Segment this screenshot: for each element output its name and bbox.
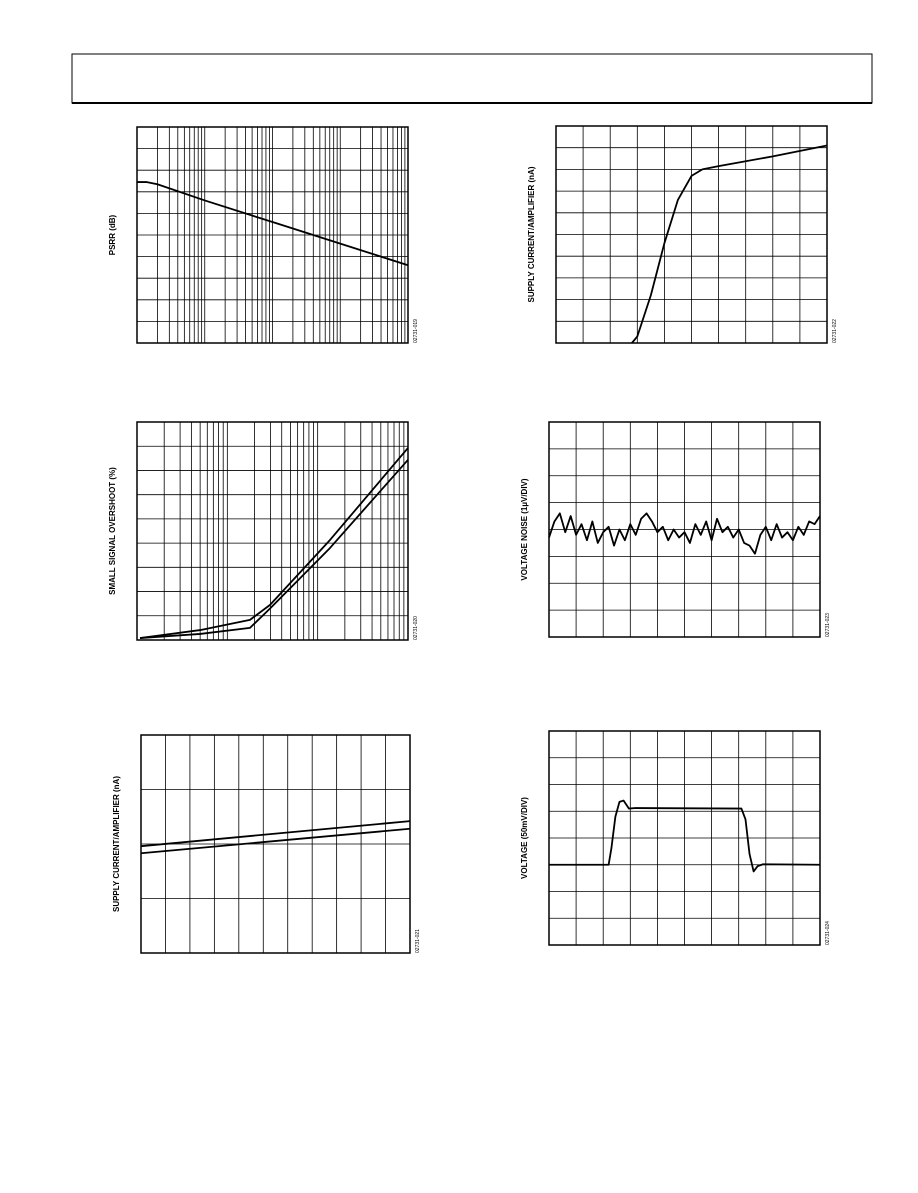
y-axis-label: SUPPLY CURRENT/AMPLIFIER (nA)	[112, 776, 121, 912]
plot-frame	[555, 125, 828, 344]
data-line	[137, 181, 409, 267]
plot-frame	[548, 730, 821, 946]
data-line	[549, 799, 821, 873]
figure-id: 02731-023	[825, 613, 831, 637]
figure-id: 02731-024	[825, 921, 831, 945]
plot-frame	[136, 421, 409, 641]
data-line	[140, 820, 411, 848]
y-axis-label: PSRR (dB)	[108, 214, 117, 255]
figure-id: 02731-021	[415, 929, 421, 953]
data-line	[140, 827, 411, 855]
plot-frame	[548, 421, 821, 638]
y-axis-label: SMALL SIGNAL OVERSHOOT (%)	[108, 467, 117, 595]
plot-frame	[136, 126, 409, 344]
data-line	[548, 512, 821, 555]
figure-id: 02731-019	[413, 319, 419, 343]
data-line	[139, 459, 409, 639]
header-box	[71, 53, 873, 104]
data-line	[631, 144, 828, 344]
figure-id: 02731-022	[832, 319, 838, 343]
data-line	[139, 447, 409, 639]
figure-id: 02731-020	[413, 616, 419, 640]
y-axis-label: VOLTAGE (50mV/DIV)	[520, 797, 529, 879]
plot-frame	[140, 734, 411, 954]
y-axis-label: SUPPLY CURRENT/AMPLIFIER (nA)	[527, 166, 536, 302]
y-axis-label: VOLTAGE NOISE (1µV/DIV)	[520, 478, 529, 580]
